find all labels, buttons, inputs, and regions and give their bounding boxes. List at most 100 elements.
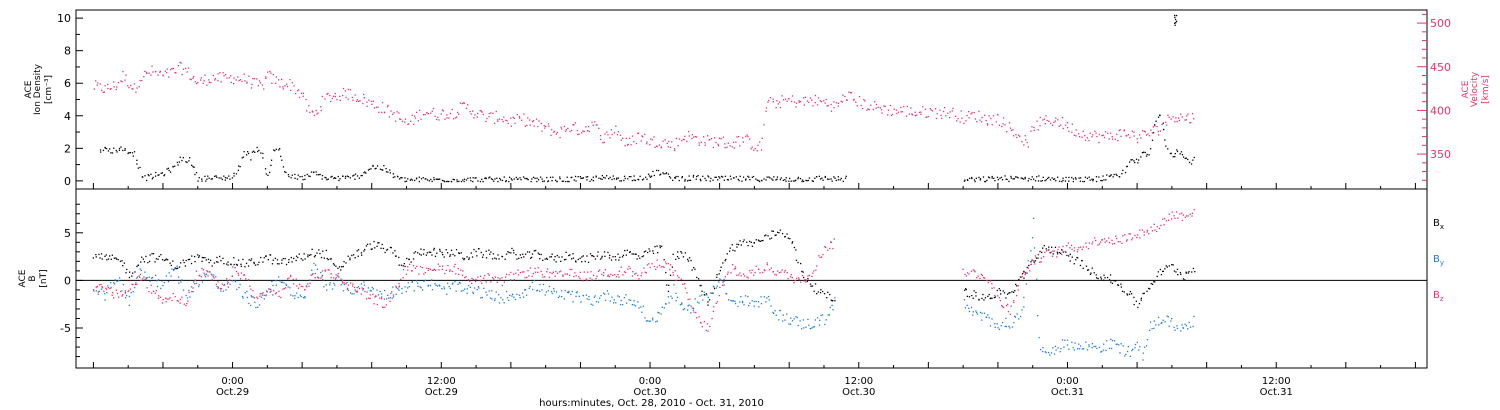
by-point <box>998 328 1001 330</box>
velocity-point <box>501 118 503 121</box>
density-point <box>1159 114 1161 117</box>
density-point <box>785 177 787 179</box>
bx-point <box>729 250 731 252</box>
bx-point <box>508 251 510 254</box>
density-point <box>1165 145 1167 147</box>
velocity-point <box>1024 135 1026 137</box>
velocity-point <box>1142 130 1144 132</box>
bx-point <box>753 242 755 244</box>
bx-point <box>482 256 484 258</box>
by-point <box>1127 350 1129 353</box>
by-point <box>968 307 970 309</box>
velocity-point <box>970 113 972 115</box>
velocity-point <box>833 107 835 109</box>
by-point <box>522 296 525 298</box>
by-point <box>376 289 378 291</box>
velocity-point <box>957 118 959 120</box>
velocity-point <box>855 101 857 103</box>
density-point <box>297 174 299 176</box>
velocity-point <box>630 144 632 146</box>
velocity-point <box>1170 118 1172 120</box>
by-point <box>751 300 753 302</box>
by-point <box>152 276 154 279</box>
bz-point <box>166 298 168 300</box>
velocity-point <box>281 78 283 80</box>
density-point <box>433 177 435 179</box>
bx-point <box>291 261 293 263</box>
density-point <box>116 151 118 153</box>
density-point <box>489 176 491 178</box>
by-point <box>576 291 578 293</box>
bz-point <box>1187 215 1189 217</box>
by-point <box>707 296 709 299</box>
velocity-point <box>157 74 159 76</box>
by-point <box>600 295 602 297</box>
velocity-point <box>317 112 319 114</box>
bz-point <box>100 283 102 286</box>
bx-point <box>1180 273 1182 275</box>
velocity-point <box>563 125 566 128</box>
density-point <box>819 178 822 180</box>
velocity-point <box>742 137 744 139</box>
bz-point <box>508 274 510 276</box>
density-point <box>472 180 474 183</box>
velocity-point <box>596 124 598 126</box>
by-point <box>652 319 654 321</box>
velocity-point <box>1003 117 1005 119</box>
velocity-point <box>814 102 816 104</box>
bx-point <box>100 253 103 255</box>
density-point <box>1146 153 1148 156</box>
bz-point <box>695 311 697 314</box>
density-point <box>573 179 575 181</box>
bz-point <box>1076 251 1079 253</box>
velocity-point <box>1010 129 1013 131</box>
by-point <box>174 267 177 269</box>
bx-point <box>470 252 472 254</box>
bx-point <box>1059 252 1062 254</box>
by-point <box>703 291 705 293</box>
by-point <box>1146 339 1149 341</box>
bz-point <box>1173 215 1175 217</box>
bx-point <box>1016 285 1018 287</box>
by-point <box>791 320 794 322</box>
by-point <box>495 291 497 293</box>
b-axis-ticks: -505 <box>60 203 83 358</box>
velocity-point <box>908 113 911 115</box>
bz-point <box>97 291 99 293</box>
velocity-point <box>860 104 862 107</box>
bz-point <box>637 274 639 277</box>
velocity-point <box>358 100 360 102</box>
bz-point <box>96 285 99 288</box>
bx-point <box>485 250 487 252</box>
velocity-point <box>870 104 872 106</box>
bx-point <box>1048 246 1050 248</box>
density-point <box>611 178 613 181</box>
velocity-point <box>547 123 550 125</box>
bz-point <box>546 268 549 270</box>
by-point <box>1171 318 1173 320</box>
bz-point <box>560 270 562 272</box>
density-point <box>665 173 667 175</box>
density-point <box>235 173 238 175</box>
velocity-point <box>257 85 259 87</box>
density-point <box>496 177 498 179</box>
density-point <box>392 173 394 175</box>
by-point <box>261 292 263 295</box>
bz-point <box>144 278 146 281</box>
by-point <box>192 291 194 293</box>
velocity-point <box>1138 134 1141 136</box>
bx-point <box>394 250 396 252</box>
bz-point <box>320 277 322 279</box>
by-point <box>657 311 659 314</box>
bz-point <box>718 294 720 297</box>
bx-point <box>518 257 520 259</box>
bz-point <box>532 272 534 275</box>
by-point <box>419 286 421 288</box>
by-point <box>1021 309 1023 311</box>
bx-point <box>829 293 831 296</box>
density-point <box>575 180 577 182</box>
bx-point <box>1090 272 1092 274</box>
density-point <box>705 179 707 182</box>
bz-point <box>428 267 430 270</box>
bx-point <box>197 254 199 256</box>
